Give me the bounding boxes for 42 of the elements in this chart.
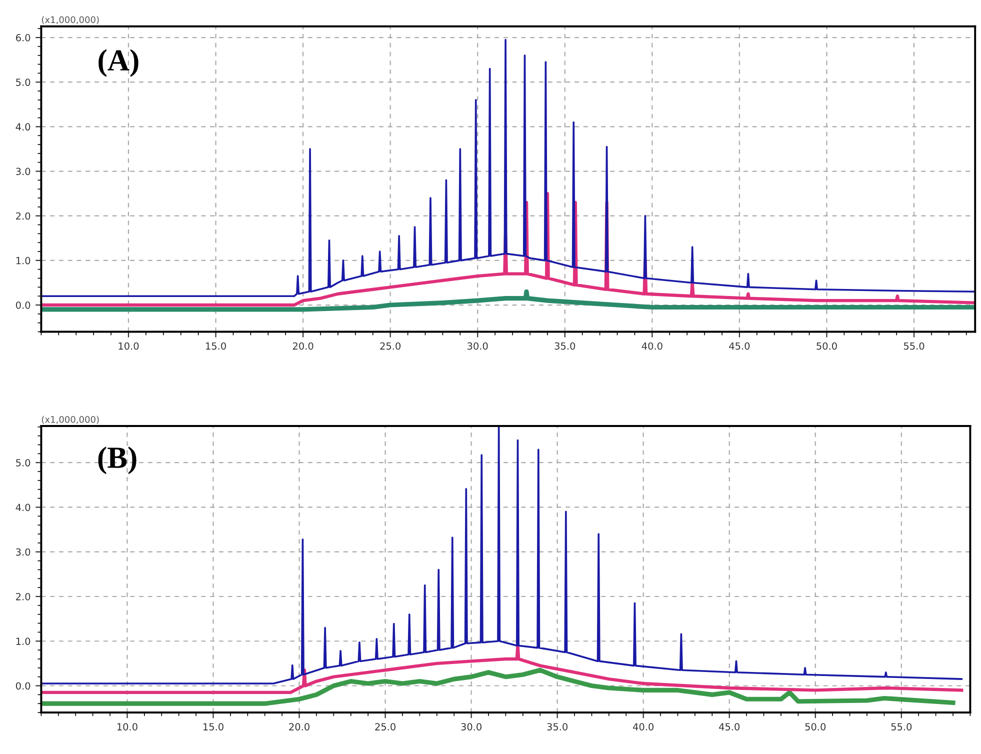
x-tick-label: 40.0 — [642, 342, 662, 350]
x-tick-label: 20.0 — [289, 723, 310, 730]
line-series — [41, 426, 963, 684]
x-tick-label: 15.0 — [203, 723, 224, 730]
x-tick-label: 30.0 — [461, 723, 482, 730]
y-tick-label: 4.0 — [16, 123, 30, 131]
x-tick-label: 50.0 — [816, 342, 837, 350]
x-tick-label: 25.0 — [375, 723, 396, 730]
text: (A) — [98, 49, 138, 77]
x-tick-label: 10.0 — [117, 723, 138, 730]
y-tick-label: 3.0 — [16, 548, 30, 556]
x-tick-label: 10.0 — [118, 342, 139, 350]
y-tick-label: 1.0 — [16, 638, 30, 645]
x-tick-label: 25.0 — [380, 342, 401, 350]
text: (B) — [98, 446, 136, 474]
x-tick-label: 45.0 — [729, 342, 750, 350]
y-tick-label: 5.0 — [16, 78, 30, 86]
x-tick-label: 55.0 — [891, 723, 912, 730]
line-series — [41, 644, 964, 694]
y-tick-label: 2.0 — [16, 212, 30, 220]
line-series — [41, 38, 976, 297]
x-tick-label: 30.0 — [468, 342, 488, 350]
x-tick-label: 50.0 — [805, 723, 826, 730]
x-tick-label: 35.0 — [554, 342, 576, 350]
y-tick-label: 2.0 — [16, 592, 30, 600]
y-tick-label: 0.0 — [16, 682, 30, 690]
y-tick-label: 0.0 — [16, 301, 30, 309]
y-tick-label: 4.0 — [16, 504, 30, 512]
x-tick-label: 55.0 — [904, 342, 924, 350]
y-tick-label: 3.0 — [16, 168, 30, 176]
x-tick-label: 15.0 — [206, 342, 226, 350]
text: (x1,000,000) — [42, 416, 99, 424]
line-series — [41, 668, 956, 706]
text: (x1,000,000) — [42, 16, 99, 24]
x-tick-label: 45.0 — [719, 723, 740, 730]
y-tick-label: 5.0 — [16, 459, 30, 466]
x-tick-label: 20.0 — [292, 342, 314, 350]
x-tick-label: 40.0 — [632, 723, 654, 730]
line-series — [41, 289, 976, 312]
y-tick-label: 1.0 — [16, 256, 30, 264]
y-tick-label: 6.0 — [16, 34, 30, 42]
x-tick-label: 35.0 — [547, 723, 568, 730]
